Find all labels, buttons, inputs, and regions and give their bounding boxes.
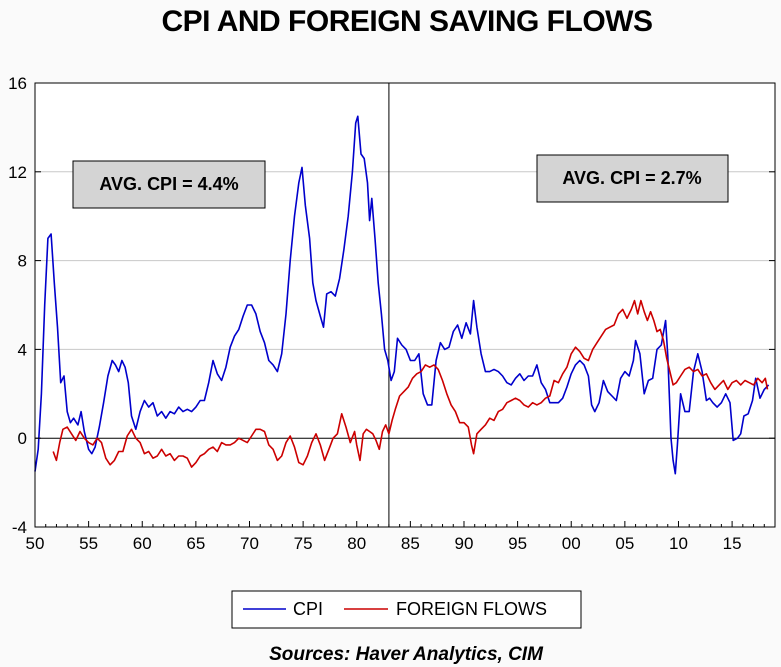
x-tick-label: 90 <box>455 534 474 553</box>
axes: -4 0 4 8 12 16 50 55 60 65 70 75 80 85 90 95 00 05 10 15 <box>8 74 775 553</box>
series-line-cpi <box>34 115 770 475</box>
x-tick-label: 15 <box>723 534 742 553</box>
source-note: Sources: Haver Analytics, CIM <box>269 644 544 665</box>
x-tick-label: 85 <box>401 534 420 553</box>
y-tick-label: 12 <box>8 163 27 182</box>
plot-border <box>34 82 776 528</box>
legend: CPI FOREIGN FLOWS <box>231 590 582 629</box>
legend-box <box>231 590 582 629</box>
series-line-foreign-flows <box>52 299 769 468</box>
y-tick-label: -4 <box>12 518 27 537</box>
avg-cpi-label-post-1983: AVG. CPI = 2.7% <box>562 168 701 188</box>
reference-lines <box>35 83 775 527</box>
y-tick-label: 4 <box>18 340 27 359</box>
x-tick-label: 70 <box>240 534 259 553</box>
x-tick-label: 75 <box>294 534 313 553</box>
x-tick-label: 05 <box>615 534 634 553</box>
chart-title: CPI AND FOREIGN SAVING FLOWS <box>161 5 652 38</box>
avg-cpi-label-pre-1983: AVG. CPI = 4.4% <box>99 174 238 194</box>
avg-cpi-annotation-post-1983: AVG. CPI = 2.7% <box>536 154 729 203</box>
x-tick-label: 65 <box>186 534 205 553</box>
x-tick-label: 60 <box>133 534 152 553</box>
x-tick-label: 10 <box>669 534 688 553</box>
x-tick-label: 55 <box>79 534 98 553</box>
plot-area <box>35 83 775 527</box>
x-tick-label: 95 <box>508 534 527 553</box>
y-tick-label: 8 <box>18 252 27 271</box>
y-tick-label: 16 <box>8 74 27 93</box>
x-tick-label: 00 <box>562 534 581 553</box>
x-tick-label: 50 <box>26 534 45 553</box>
legend-label-cpi: CPI <box>293 599 323 619</box>
avg-cpi-annotation-pre-1983: AVG. CPI = 4.4% <box>72 160 266 209</box>
x-tick-label: 80 <box>347 534 366 553</box>
y-tick-label: 0 <box>18 429 27 448</box>
series-lines <box>34 115 770 475</box>
legend-label-foreign-flows: FOREIGN FLOWS <box>396 599 547 619</box>
